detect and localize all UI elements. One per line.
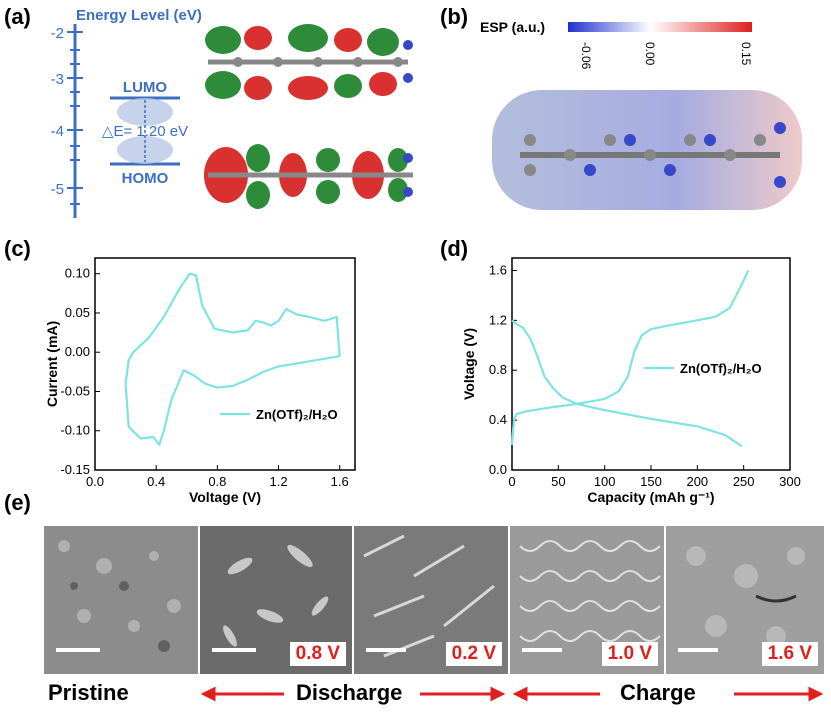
- voltage-tag-1-0v: 1.0 V: [601, 642, 658, 666]
- y-tick-label: 0.00: [65, 344, 90, 359]
- stage-discharge: Discharge: [296, 680, 403, 705]
- legend-label: Zn(OTf)₂/H₂O: [680, 361, 762, 376]
- panel-label-b: (b): [440, 4, 469, 29]
- y-tick-label: 1.2: [489, 312, 507, 327]
- x-tick-label: 1.6: [331, 474, 349, 489]
- sem-image-0-2v: 0.2 V: [354, 526, 508, 674]
- x-tick-label: 150: [640, 474, 662, 489]
- panel-label-e: (e): [4, 490, 31, 515]
- energy-tick--5: -5: [51, 181, 64, 198]
- esp-panel: ESP (a.u.) -0.06 0.00 0.15: [480, 10, 820, 230]
- scale-bar: [678, 648, 718, 652]
- y-tick-label: 0.4: [489, 412, 507, 427]
- scale-bar: [366, 648, 406, 652]
- gcd-chart: 0 50 100 150 200 250 300 1.6 1.2 0.8 0.4 0.0 Capacit…: [450, 250, 820, 510]
- x-tick-label: 200: [686, 474, 708, 489]
- series-line-charge: [510, 270, 750, 446]
- gcd-chart-svg: 0 50 100 150 200 250 300 1.6 1.2 0.8 0.4 0.0 Capacit…: [461, 257, 801, 505]
- voltage-tag-0-2v: 0.2 V: [445, 642, 502, 666]
- panel-label-c: (c): [4, 236, 31, 261]
- energy-title: Energy Level (eV): [76, 7, 202, 24]
- esp-map: ESP (a.u.) -0.06 0.00 0.15: [480, 19, 802, 210]
- y-tick-label: -0.05: [60, 383, 90, 398]
- esp-max-label: 0.15: [739, 42, 753, 66]
- esp-colorbar: [568, 22, 752, 32]
- discharge-arrow-left-head: [200, 686, 216, 702]
- cv-chart-svg: 0.0 0.4 0.8 1.2 1.6 0.10 0.05 0.00 -0.05 -0.10 -0.…: [44, 257, 356, 505]
- x-tick-label: 0.8: [208, 474, 226, 489]
- stage-arrows: [200, 686, 824, 702]
- plot-frame: [94, 257, 356, 471]
- energy-diagram: -2 -3 -4 -5 Energy Level (eV) LUMO HOMO …: [40, 0, 220, 230]
- x-axis-label: Voltage (V): [189, 489, 261, 505]
- series-line-0: [124, 272, 341, 446]
- lumo-label: LUMO: [123, 79, 167, 96]
- y-axis-label: Voltage (V): [461, 328, 477, 400]
- voltage-tag-0-8v: 0.8 V: [289, 642, 346, 666]
- energy-tick--3: -3: [51, 71, 64, 88]
- discharge-arrow-right-head: [490, 686, 506, 702]
- esp-title: ESP (a.u.): [480, 19, 545, 35]
- x-tick-label: 0: [508, 474, 515, 489]
- y-tick-label: -0.15: [60, 462, 90, 477]
- voltage-tag-1-6v: 1.6 V: [761, 642, 818, 666]
- stage-pristine: Pristine: [48, 680, 129, 705]
- orbital-images: [198, 10, 428, 230]
- gap-label: △E= 1.20 eV: [102, 123, 188, 140]
- charge-arrow-right-head: [808, 686, 824, 702]
- energy-diagram-svg: -2 -3 -4 -5 Energy Level (eV) LUMO HOMO …: [51, 7, 202, 218]
- x-tick-label: 250: [733, 474, 755, 489]
- x-tick-label: 100: [594, 474, 616, 489]
- x-tick-label: 1.2: [269, 474, 287, 489]
- legend-label: Zn(OTf)₂/H₂O: [256, 407, 338, 422]
- energy-tick--4: -4: [51, 123, 64, 140]
- sem-image-pristine: [44, 526, 198, 674]
- x-tick-label: 0.0: [86, 474, 104, 489]
- energy-tick--2: -2: [51, 25, 64, 42]
- sem-image-0-8v: 0.8 V: [200, 526, 352, 674]
- lumo-homo-orbitals: [204, 24, 413, 209]
- scale-bar: [522, 648, 562, 652]
- panel-label-a: (a): [4, 4, 31, 29]
- y-tick-label: 1.6: [489, 262, 507, 277]
- y-tick-label: 0.10: [65, 266, 90, 281]
- panel-label-d: (d): [440, 236, 469, 261]
- x-tick-label: 0.4: [147, 474, 165, 489]
- x-tick-label: 300: [779, 474, 801, 489]
- sem-image-1-0v: 1.0 V: [510, 526, 664, 674]
- homo-label: HOMO: [122, 170, 169, 187]
- y-axis-label: Current (mA): [44, 321, 60, 407]
- x-tick-label: 50: [551, 474, 565, 489]
- scale-bar: [212, 648, 256, 652]
- y-tick-label: 0.8: [489, 362, 507, 377]
- charge-arrow-left-head: [512, 686, 528, 702]
- homo-orbital-molecule: [204, 144, 413, 209]
- series-line-discharge: [511, 319, 743, 448]
- esp-mid-label: 0.00: [643, 42, 657, 66]
- x-axis-label: Capacity (mAh g⁻¹): [587, 489, 714, 505]
- scale-bar: [56, 648, 100, 652]
- stage-charge: Charge: [620, 680, 696, 705]
- y-tick-label: -0.10: [60, 423, 90, 438]
- y-tick-label: 0.0: [489, 462, 507, 477]
- sem-image-1-6v: 1.6 V: [666, 526, 824, 674]
- cv-chart: 0.0 0.4 0.8 1.2 1.6 0.10 0.05 0.00 -0.05 -0.10 -0.…: [20, 250, 420, 510]
- lumo-orbital-molecule: [205, 24, 413, 100]
- y-tick-label: 0.05: [65, 305, 90, 320]
- esp-min-label: -0.06: [579, 42, 593, 70]
